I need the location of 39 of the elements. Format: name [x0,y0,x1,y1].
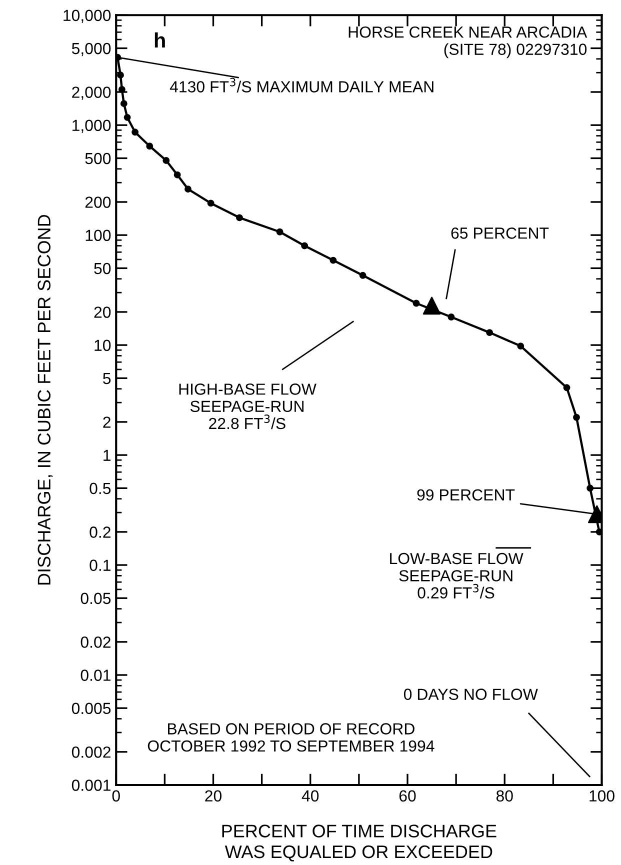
annotation: 4130 FT$^{3}$/S MAXIMUM DAILY MEAN [170,78,434,92]
x-tick-label: 40 [302,790,319,802]
annotation: HIGH-BASE FLOW SEEPAGE-RUN 22.8 FT$^{3}$/S [179,384,316,430]
y-tick-label: 0.05 [80,592,111,604]
y-tick-label: 200 [85,196,111,208]
x-tick-label: 60 [399,790,416,802]
y-tick-label: 5,000 [72,42,111,56]
annotation: HORSE CREEK NEAR ARCADIA (SITE 78) 02297310 [348,26,588,58]
y-tick-label: 0.1 [90,560,110,571]
y-tick-label: 50 [94,262,111,274]
x-tick-label: 20 [205,790,222,802]
y-tick-label: 10,000 [64,10,111,23]
y-tick-label: 0.5 [90,482,111,494]
y-tick-label: 0.001 [72,780,110,791]
y-tick-label: 500 [85,152,111,164]
y-tick-label: 1 [104,450,110,461]
annotation: 99 PERCENT [417,489,515,501]
annotation: 0 DAYS NO FLOW [404,688,538,700]
y-tick-label: 2,000 [72,86,111,100]
y-axis-title: DISCHARGE, IN CUBIC FEET PER SECOND [38,214,53,585]
y-tick-label: 0.002 [72,746,110,758]
annotation: BASED ON PERIOD OF RECORD OCTOBER 1992 TO SEPTEMBER 1994 [148,723,434,752]
annotation: LOW-BASE FLOW SEEPAGE-RUN 0.29 FT$^{3}$/S [390,552,524,598]
x-axis-title: PERCENT OF TIME DISCHARGE WAS EQUALED OR EXCEEDED [222,824,496,862]
y-tick-label: 0.2 [90,526,110,538]
x-tick-label: 0 [112,790,120,802]
y-tick-label: 10 [94,340,111,352]
y-tick-label: 100 [86,230,111,242]
y-tick-label: 2 [103,416,110,428]
annotation: 65 PERCENT [451,228,549,239]
annotation: h [154,32,165,48]
y-tick-label: 0.01 [80,670,110,681]
y-tick-label: 0.005 [72,702,111,714]
x-tick-label: 80 [496,790,513,802]
y-tick-label: 1,000 [72,120,111,133]
y-tick-label: 20 [94,306,111,318]
y-tick-label: 0.02 [80,636,110,648]
x-tick-label: 100 [590,790,614,802]
y-tick-label: 5 [103,372,111,384]
